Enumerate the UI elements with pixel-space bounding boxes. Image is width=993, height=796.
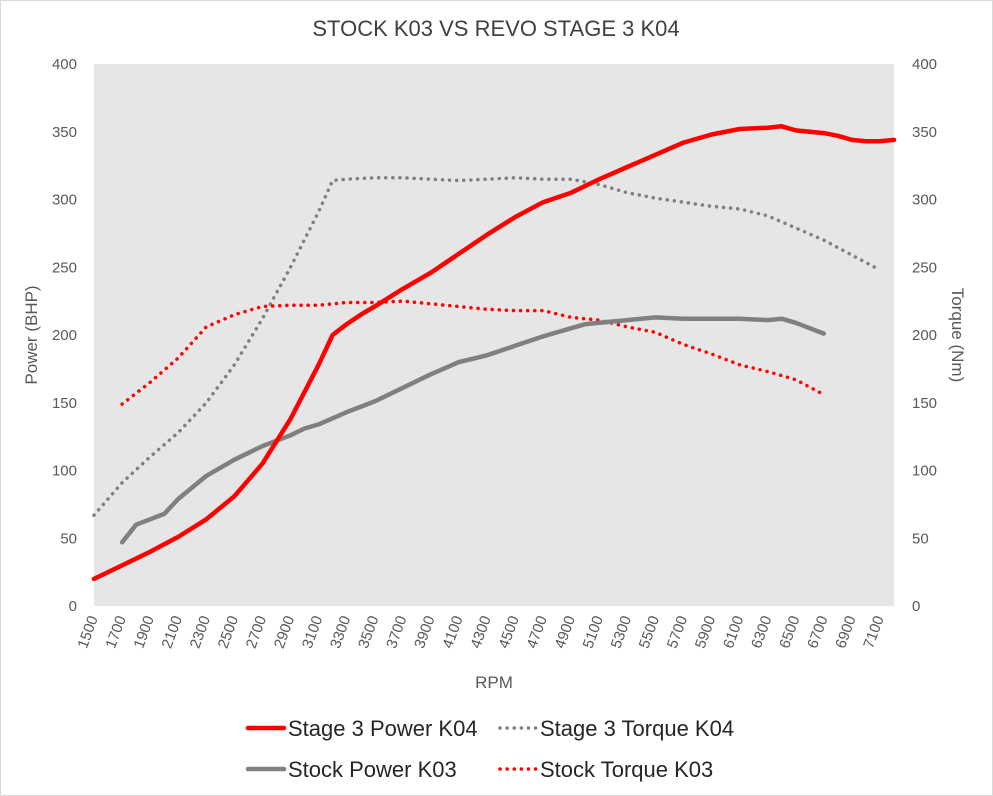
y-axis-right-title: Torque (Nm) xyxy=(948,288,967,382)
y-axis-left-title: Power (BHP) xyxy=(22,285,41,384)
y-right-tick-label: 150 xyxy=(912,395,937,412)
y-left-tick-label: 250 xyxy=(52,259,77,276)
y-right-tick-label: 200 xyxy=(912,327,937,344)
chart-title: STOCK K03 VS REVO STAGE 3 K04 xyxy=(312,16,679,41)
y-left-tick-label: 200 xyxy=(52,327,77,344)
legend-item: Stock Power K03 xyxy=(245,757,457,782)
y-left-tick-label: 50 xyxy=(60,530,77,547)
y-left-tick-label: 300 xyxy=(52,192,77,209)
y-right-tick-label: 400 xyxy=(912,56,937,73)
y-right-tick-label: 0 xyxy=(912,598,920,615)
x-axis-ticks: 1500 1700 1900 2100 2300 2500 2700 2900 3100 3300… xyxy=(74,614,887,651)
legend-item: Stock Torque K03 xyxy=(498,757,713,782)
legend-label: Stock Torque K03 xyxy=(540,757,713,782)
plot-area xyxy=(94,64,894,606)
y-left-tick-label: 100 xyxy=(52,463,77,480)
legend-label: Stock Power K03 xyxy=(288,757,457,782)
right-axis-ticks: 0 50 100 150 200 250 300 350 400 xyxy=(912,56,937,615)
legend-label: Stage 3 Torque K04 xyxy=(540,716,734,741)
y-right-tick-label: 50 xyxy=(912,530,929,547)
series-line-stage-3-torque-k04 xyxy=(92,176,882,517)
y-right-tick-label: 100 xyxy=(912,463,937,480)
y-right-tick-label: 350 xyxy=(912,124,937,141)
series-layer xyxy=(91,124,897,582)
y-right-tick-label: 300 xyxy=(912,192,937,209)
x-axis-title: RPM xyxy=(475,673,513,692)
series-line-stock-torque-k03 xyxy=(120,299,826,406)
series-line-stage-3-power-k04 xyxy=(91,124,897,582)
legend-item: Stage 3 Power K04 xyxy=(245,716,478,741)
legend-item: Stage 3 Torque K04 xyxy=(498,716,734,741)
legend: Stage 3 Power K04 Stage 3 Torque K04 Stock… xyxy=(245,716,734,782)
left-axis-ticks: 0 50 100 150 200 250 300 350 400 xyxy=(52,56,77,615)
y-left-tick-label: 0 xyxy=(69,598,77,615)
series-line-stock-power-k03 xyxy=(119,315,827,545)
y-right-tick-label: 250 xyxy=(912,259,937,276)
legend-label: Stage 3 Power K04 xyxy=(288,716,478,741)
y-left-tick-label: 350 xyxy=(52,124,77,141)
y-left-tick-label: 150 xyxy=(52,395,77,412)
y-left-tick-label: 400 xyxy=(52,56,77,73)
